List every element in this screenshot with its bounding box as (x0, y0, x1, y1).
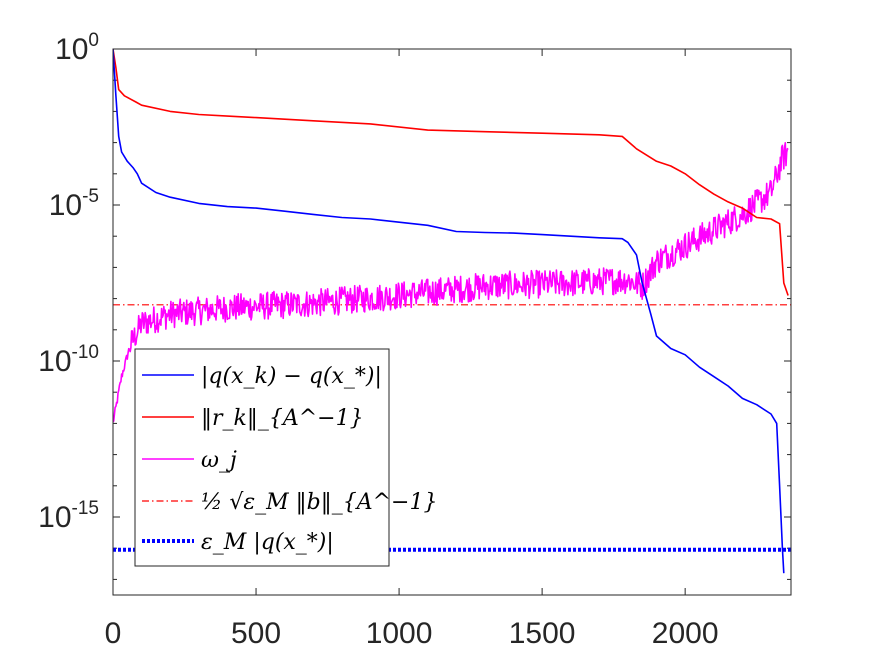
y-tick-label-base-0: 10 (55, 33, 88, 66)
y-tick-label-2: 10-10 (38, 342, 99, 378)
series-line-0 (113, 49, 785, 574)
plot-frame (112, 48, 792, 596)
x-tick-label-1000: 1000 (366, 617, 433, 650)
y-tick-label-base-1: 10 (49, 189, 82, 222)
legend-box (134, 348, 390, 567)
legend: |q(x_k) − q(x_*)| ‖r_k‖_{A^−1} ω_j ½ √ε_… (134, 348, 438, 567)
series-line-2 (113, 142, 789, 423)
legend-entry-2: ω_j (142, 448, 237, 473)
x-tick-label-500: 500 (231, 617, 281, 650)
y-tick-label-base-2: 10 (38, 345, 71, 378)
legend-label-4: ε_M |q(x_*)| (201, 530, 334, 555)
y-tick-label-exp-2: -10 (72, 342, 99, 363)
y-tick-label-exp-3: -15 (72, 498, 99, 519)
legend-entry-4: ε_M |q(x_*)| (142, 530, 334, 555)
series-line-1 (113, 49, 789, 296)
legend-label-3: ½ √ε_M ‖b‖_{A^−1} (201, 490, 438, 515)
y-tick-label-exp-0: 0 (88, 30, 99, 51)
y-tick-label-exp-1: -5 (82, 186, 99, 207)
y-tick-label-1: 10-5 (49, 186, 99, 222)
y-tick-label-base-3: 10 (38, 501, 71, 534)
x-axis-labels: 0 500 1000 1500 2000 (105, 617, 719, 650)
x-tick-label-2000: 2000 (652, 617, 719, 650)
legend-entry-0: |q(x_k) − q(x_*)| (142, 364, 382, 389)
x-tick-label-0: 0 (105, 617, 122, 650)
x-tick-label-1500: 1500 (509, 617, 576, 650)
legend-label-1: ‖r_k‖_{A^−1} (201, 406, 364, 431)
legend-entry-3: ½ √ε_M ‖b‖_{A^−1} (142, 490, 438, 515)
y-tick-label-3: 10-15 (38, 498, 99, 534)
y-tick-label-0: 100 (55, 30, 99, 66)
legend-label-2: ω_j (201, 448, 237, 473)
legend-entry-1: ‖r_k‖_{A^−1} (142, 406, 364, 431)
legend-label-0: |q(x_k) − q(x_*)| (201, 364, 382, 389)
